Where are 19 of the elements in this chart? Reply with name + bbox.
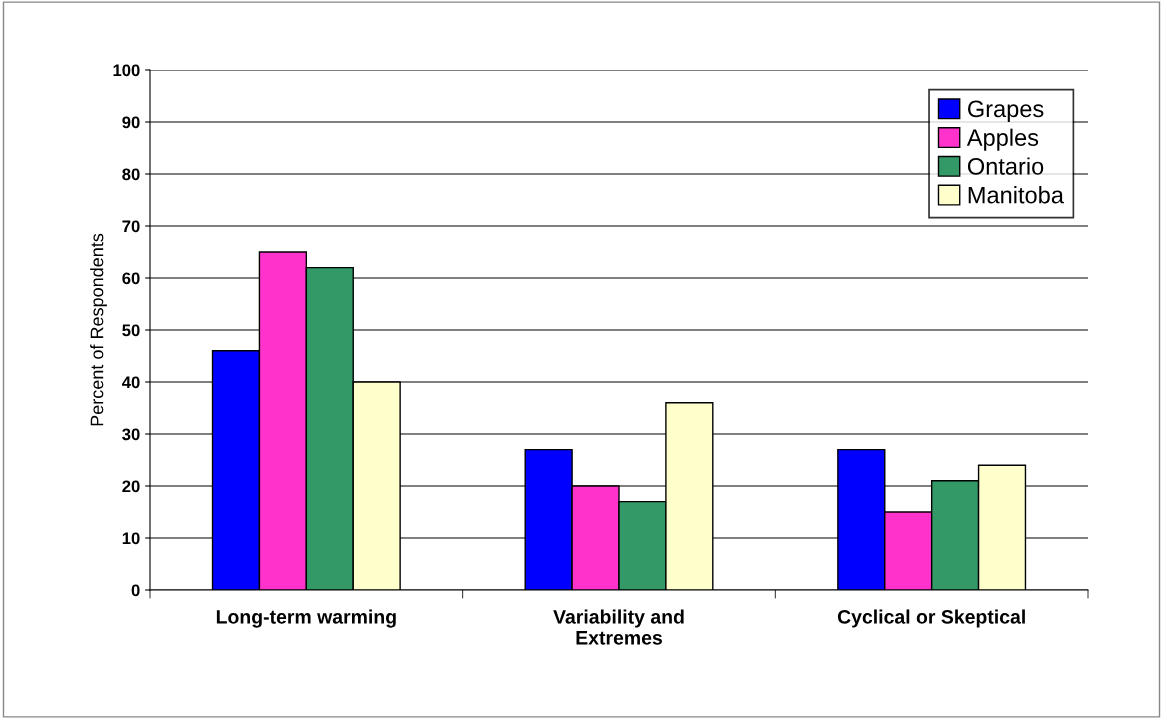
y-tick-label: 40	[121, 376, 140, 389]
y-tick-label: 60	[122, 272, 140, 285]
y-tick-label: 20	[122, 480, 140, 493]
legend-label: Grapes	[968, 100, 1044, 122]
y-tick-label: 90	[122, 116, 140, 129]
y-tick-label: 100	[113, 64, 140, 77]
x-tick-label: Long-term warming	[216, 609, 396, 628]
legend-label: Apples	[966, 128, 1039, 151]
y-tick-label: 80	[122, 168, 140, 181]
y-axis-title: Percent of Respondents	[90, 233, 107, 426]
y-tick-label: 10	[122, 532, 140, 545]
x-tick-label: Cyclical or Skeptical	[837, 609, 1025, 628]
y-tick-label: 70	[122, 220, 140, 233]
y-tick-label: 50	[122, 324, 140, 337]
x-tick-label: Variability and Extremes	[553, 609, 684, 645]
y-tick-label: 0	[131, 584, 140, 597]
legend-label: Ontario	[967, 157, 1044, 175]
y-tick-label: 30	[122, 428, 140, 441]
legend-label: Manitoba	[968, 186, 1064, 204]
